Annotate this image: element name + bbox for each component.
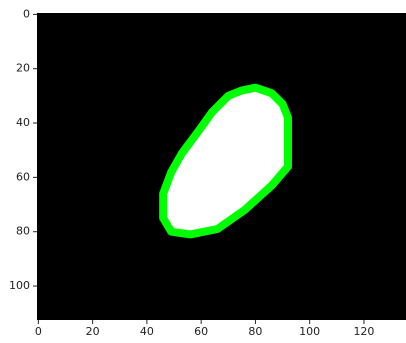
x-tick-label: 120 xyxy=(353,325,374,338)
plot-area xyxy=(37,13,406,320)
chart: 0 20 40 60 80 100 120 0 20 40 60 80 100 xyxy=(0,0,406,343)
x-tick-label: 40 xyxy=(140,325,154,338)
x-tick-label: 20 xyxy=(86,325,100,338)
x-tick-label: 0 xyxy=(35,325,42,338)
y-tick-label: 100 xyxy=(9,279,30,292)
y-tick-label: 60 xyxy=(16,170,30,183)
y-tick-label: 40 xyxy=(16,116,30,129)
x-tick-label: 60 xyxy=(194,325,208,338)
x-tick-label: 80 xyxy=(248,325,262,338)
x-tick-label: 100 xyxy=(299,325,320,338)
y-tick-label: 20 xyxy=(16,62,30,75)
y-tick-label: 0 xyxy=(23,7,30,20)
y-tick-label: 80 xyxy=(16,225,30,238)
